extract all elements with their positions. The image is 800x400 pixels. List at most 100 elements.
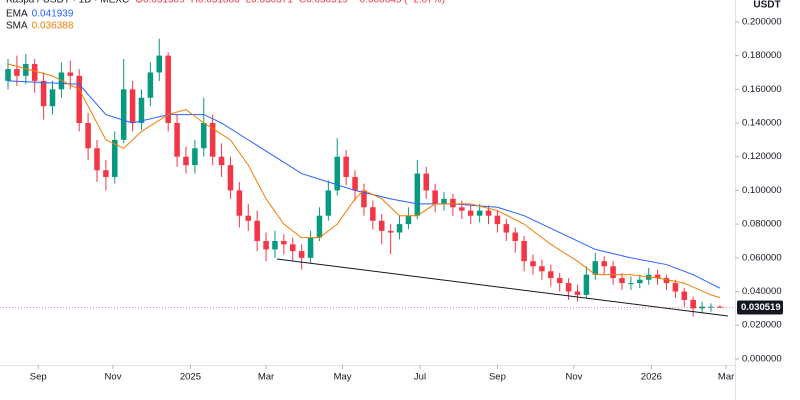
last-price-label: 0.030519 xyxy=(741,302,781,313)
indicator-line xyxy=(7,63,721,299)
x-tick-label: May xyxy=(334,372,352,383)
candle-body xyxy=(174,123,180,157)
y-tick-label: 0.100000 xyxy=(742,185,782,196)
candle-body xyxy=(201,123,207,149)
y-tick-label: 0.200000 xyxy=(742,16,782,27)
x-tick-label: Sep xyxy=(489,372,506,383)
last-price-box xyxy=(737,300,783,315)
candle-body xyxy=(423,173,429,191)
header-text: O0.031309 xyxy=(135,0,185,6)
candle-body xyxy=(76,75,82,124)
candle-body xyxy=(405,215,412,225)
candle-body xyxy=(601,261,607,267)
header-text: Kaspa / USDT · 1D · MEXC xyxy=(6,0,129,6)
candle-body xyxy=(387,230,394,233)
candle-body xyxy=(414,173,421,216)
header-text: H0.031886 xyxy=(191,0,240,6)
candle-body xyxy=(40,80,47,107)
candle-body xyxy=(209,123,216,157)
y-tick-label: 0.160000 xyxy=(742,84,782,95)
legend-name: SMA xyxy=(6,21,28,32)
candle-body xyxy=(628,283,634,285)
candle-body xyxy=(708,306,714,308)
candle-body xyxy=(58,72,65,90)
header-text: −0.000645 (−2.07%) xyxy=(354,0,445,6)
candle-body xyxy=(521,240,527,262)
x-tick-label: Sep xyxy=(30,372,47,383)
candle-body xyxy=(103,170,109,177)
candle-body xyxy=(183,156,189,166)
candle-body xyxy=(654,274,661,279)
y-tick-label: 0.000000 xyxy=(742,353,782,364)
candle-body xyxy=(31,64,38,81)
candle-body xyxy=(512,232,518,241)
candle-body xyxy=(129,89,136,124)
candle-body xyxy=(307,237,314,258)
x-tick-label: 2026 xyxy=(641,372,662,383)
candle-body xyxy=(378,220,385,231)
candle-body xyxy=(352,176,358,191)
candle-body xyxy=(343,156,349,177)
candle-body xyxy=(717,306,723,308)
candle-body xyxy=(441,198,447,204)
y-tick-label: 0.140000 xyxy=(742,118,782,129)
candle-body xyxy=(334,156,341,191)
indicator-line xyxy=(7,80,721,289)
y-tick-label: 0.020000 xyxy=(742,320,782,331)
candle-body xyxy=(138,97,145,124)
candle-body xyxy=(565,283,572,292)
legend-value: 0.036388 xyxy=(32,21,74,32)
candle-body xyxy=(281,240,287,245)
candle-body xyxy=(94,148,100,171)
candle-body xyxy=(663,278,670,284)
plot-area xyxy=(0,38,735,317)
candle-body xyxy=(245,215,252,221)
candle-body xyxy=(192,148,198,166)
candle-body xyxy=(370,207,376,221)
candle-body xyxy=(165,55,171,124)
candle-body xyxy=(361,190,367,208)
candle-body xyxy=(147,72,154,98)
candle-body xyxy=(467,210,474,216)
candle-body xyxy=(156,55,163,73)
candle-body xyxy=(548,271,554,279)
candle-body xyxy=(316,215,323,238)
candle-body xyxy=(14,69,20,76)
candle-body xyxy=(23,64,29,76)
candle-body xyxy=(67,72,74,76)
candle-body xyxy=(637,279,643,284)
candle-body xyxy=(610,266,616,279)
y-tick-label: 0.180000 xyxy=(742,50,782,61)
x-tick-label: Nov xyxy=(105,372,122,383)
x-tick-label: 2025 xyxy=(180,372,201,383)
candle-body xyxy=(298,251,305,258)
x-tick-label: Mar xyxy=(258,372,274,383)
legend-name: EMA xyxy=(6,9,28,20)
candle-body xyxy=(681,291,688,300)
x-tick-label: Jul xyxy=(414,372,426,383)
candle-body xyxy=(227,165,234,191)
header-text: C0.030519 xyxy=(299,0,348,6)
candle-body xyxy=(432,190,438,204)
trendline xyxy=(276,258,728,317)
candle-body xyxy=(254,220,260,241)
candle-body xyxy=(236,190,243,216)
candle-body xyxy=(49,89,56,107)
candle-body xyxy=(396,224,403,233)
y-tick-label: 0.080000 xyxy=(742,219,782,230)
candle-body xyxy=(218,156,225,166)
x-tick-label: Mar xyxy=(718,372,734,383)
header-text: L0.030371 xyxy=(246,0,294,6)
candle-body xyxy=(485,210,492,216)
candle-body xyxy=(272,240,278,250)
candle-body xyxy=(85,123,91,149)
y-tick-label: 0.040000 xyxy=(742,286,782,297)
candle-body xyxy=(5,69,11,81)
header: Kaspa / USDT · 1D · MEXC O0.031309 H0.0318… xyxy=(6,0,445,32)
candle-body xyxy=(450,198,456,208)
candle-body xyxy=(672,283,679,292)
candle-body xyxy=(120,89,127,140)
candle-body xyxy=(503,224,510,233)
